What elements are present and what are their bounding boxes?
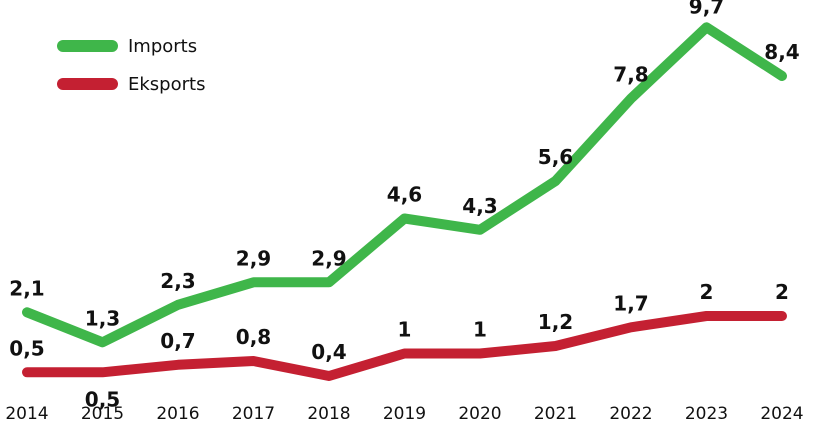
x-tick-label-2016: 2016 xyxy=(156,404,199,424)
data-point-imports-2015 xyxy=(101,341,104,344)
data-label-imports-2017: 2,9 xyxy=(236,246,271,270)
data-label-imports-2020: 4,3 xyxy=(462,194,497,218)
data-label-eksports-2023: 2 xyxy=(700,280,714,304)
data-label-eksports-2016: 0,7 xyxy=(160,329,195,353)
data-point-eksports-2021 xyxy=(554,345,557,347)
data-point-imports-2024 xyxy=(781,75,783,77)
data-label-imports-2024: 8,4 xyxy=(764,40,799,64)
x-tick-label-2020: 2020 xyxy=(458,404,501,424)
data-point-eksports-2020 xyxy=(479,352,481,355)
data-point-eksports-2015 xyxy=(101,371,104,374)
data-point-eksports-2023 xyxy=(705,315,708,317)
x-tick-label-2014: 2014 xyxy=(5,404,48,424)
data-label-eksports-2020: 1 xyxy=(473,318,487,342)
data-point-eksports-2017 xyxy=(252,360,255,362)
data-point-imports-2020 xyxy=(479,228,481,231)
data-point-eksports-2024 xyxy=(781,315,783,317)
x-tick-label-2023: 2023 xyxy=(685,404,728,424)
data-label-imports-2022: 7,8 xyxy=(613,63,648,87)
legend: Imports Eksports xyxy=(57,36,205,95)
data-label-eksports-2014: 0,5 xyxy=(9,336,44,360)
data-label-eksports-2017: 0,8 xyxy=(236,325,271,349)
x-tick-label-2024: 2024 xyxy=(760,404,803,424)
x-tick-label-2018: 2018 xyxy=(307,404,350,424)
data-point-imports-2022 xyxy=(630,97,632,100)
data-point-imports-2017 xyxy=(252,281,255,284)
data-label-eksports-2022: 1,7 xyxy=(613,291,648,315)
data-label-imports-2016: 2,3 xyxy=(160,269,195,293)
data-label-imports-2014: 2,1 xyxy=(9,276,44,300)
legend-label-imports: Imports xyxy=(128,36,197,57)
data-point-imports-2021 xyxy=(554,180,557,182)
data-point-eksports-2019 xyxy=(403,352,406,355)
data-point-imports-2018 xyxy=(328,281,330,284)
data-label-imports-2019: 4,6 xyxy=(387,183,422,207)
data-label-imports-2023: 9,7 xyxy=(689,0,724,18)
x-axis: 2014 2015 2016 2017 2018 2019 2020 2021 2022 2023… xyxy=(5,404,803,424)
series-lines xyxy=(22,22,787,381)
data-point-eksports-2022 xyxy=(630,326,632,329)
data-label-imports-2015: 1,3 xyxy=(85,306,120,330)
data-point-eksports-2018 xyxy=(328,375,330,377)
x-tick-label-2015: 2015 xyxy=(81,404,124,424)
data-point-imports-2014 xyxy=(26,311,28,314)
data-label-eksports-2019: 1 xyxy=(398,318,412,342)
data-label-imports-2021: 5,6 xyxy=(538,145,573,169)
x-tick-label-2017: 2017 xyxy=(232,404,275,424)
data-point-imports-2016 xyxy=(177,303,179,306)
data-labels: 2,1 1,3 2,3 2,9 2,9 4,6 4,3 5,6 7,8 9,7 8,4 0,5 0,5 0… xyxy=(9,0,799,411)
x-tick-label-2022: 2022 xyxy=(609,404,652,424)
data-point-imports-2023 xyxy=(705,26,708,29)
data-point-imports-2019 xyxy=(403,217,406,220)
x-tick-label-2019: 2019 xyxy=(383,404,426,424)
data-label-imports-2018: 2,9 xyxy=(311,246,346,270)
x-tick-label-2021: 2021 xyxy=(534,404,577,424)
data-label-eksports-2024: 2 xyxy=(775,280,789,304)
data-label-eksports-2021: 1,2 xyxy=(538,310,573,334)
legend-label-eksports: Eksports xyxy=(128,74,205,95)
data-point-eksports-2014 xyxy=(26,371,28,374)
data-label-eksports-2015: 0,5 xyxy=(85,387,120,411)
data-point-eksports-2016 xyxy=(177,363,179,366)
data-label-eksports-2018: 0,4 xyxy=(311,340,346,364)
